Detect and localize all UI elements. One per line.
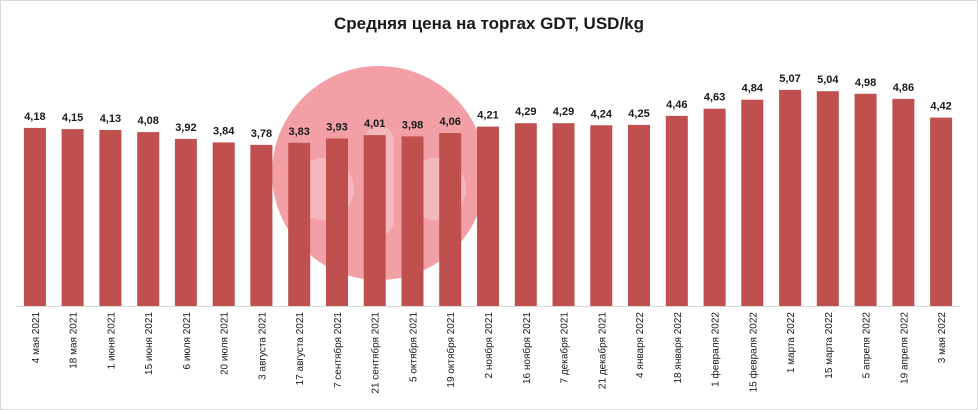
- bar-20: [741, 99, 764, 306]
- bar-12: [439, 133, 462, 306]
- bar-14: [514, 123, 537, 306]
- data-label-15: 4,29: [553, 106, 574, 118]
- x-tick-label-23: 5 апреля 2022: [862, 312, 873, 379]
- data-label-2: 4,15: [62, 112, 83, 124]
- data-label-16: 4,24: [591, 108, 613, 120]
- bar-5: [174, 138, 197, 306]
- bar-21: [779, 89, 802, 307]
- bar-17: [628, 124, 650, 307]
- x-tick-label-25: 3 мая 2022: [937, 312, 948, 364]
- x-tick-label-2: 18 мая 2021: [69, 312, 80, 369]
- x-tick-label-9: 7 сентября 2021: [332, 312, 344, 388]
- bar-13: [477, 126, 499, 306]
- data-label-9: 3,93: [326, 122, 347, 134]
- data-label-11: 3,98: [402, 119, 423, 131]
- x-tick-label-7: 3 августа 2021: [257, 312, 268, 380]
- bar-2: [61, 129, 84, 306]
- bar-8: [288, 142, 311, 306]
- x-tick-label-16: 21 декабря 2021: [596, 312, 608, 390]
- bar-1: [23, 127, 46, 307]
- x-tick-label-21: 1 марта 2022: [786, 312, 797, 374]
- x-tick-label-22: 15 марта 2022: [824, 312, 835, 379]
- data-label-10: 4,01: [364, 118, 385, 130]
- x-tick-label-13: 2 ноября 2021: [483, 312, 495, 379]
- x-tick-label-5: 6 июля 2021: [182, 312, 193, 370]
- data-label-14: 4,29: [515, 106, 536, 118]
- data-label-23: 4,98: [855, 77, 876, 89]
- x-tick-label-18: 18 января 2022: [673, 312, 684, 384]
- bar-18: [665, 115, 688, 307]
- bar-15: [552, 123, 575, 306]
- bar-25: [930, 117, 953, 306]
- bar-6: [212, 142, 235, 306]
- x-tick-label-24: 19 апреля 2022: [899, 312, 910, 384]
- bar-16: [590, 125, 613, 306]
- data-label-17: 4,25: [628, 108, 649, 120]
- x-tick-label-4: 15 июня 2021: [144, 312, 155, 375]
- bar-22: [816, 91, 839, 306]
- data-label-25: 4,42: [930, 101, 951, 113]
- data-label-7: 3,78: [251, 128, 272, 140]
- x-tick-label-8: 17 августа 2021: [295, 312, 306, 386]
- data-label-6: 3,84: [213, 125, 235, 137]
- x-tick-label-19: 1 февраля 2022: [710, 312, 722, 387]
- bar-7: [250, 144, 273, 306]
- data-label-18: 4,46: [666, 99, 687, 111]
- bar-24: [892, 98, 915, 307]
- data-label-13: 4,21: [477, 110, 498, 122]
- bar-10: [363, 135, 386, 306]
- x-tick-label-17: 4 января 2022: [635, 312, 646, 378]
- data-label-8: 3,83: [288, 126, 309, 138]
- data-label-20: 4,84: [742, 83, 764, 95]
- data-label-12: 4,06: [439, 116, 460, 128]
- data-label-24: 4,86: [893, 82, 914, 94]
- bar-3: [99, 130, 122, 306]
- data-label-5: 3,92: [175, 122, 196, 134]
- data-label-21: 5,07: [779, 73, 800, 85]
- data-label-22: 5,04: [817, 74, 839, 86]
- x-tick-label-10: 21 сентября 2021: [370, 312, 382, 394]
- x-tick-label-1: 4 мая 2021: [31, 312, 42, 364]
- x-tick-label-20: 15 февраля 2022: [747, 312, 759, 393]
- bar-11: [401, 136, 424, 306]
- data-label-3: 4,13: [100, 113, 121, 125]
- bar-19: [703, 108, 726, 306]
- bar-23: [854, 93, 877, 306]
- data-label-1: 4,18: [24, 111, 45, 123]
- chart-title: Средняя цена на торгах GDT, USD/kg: [333, 14, 645, 33]
- x-tick-label-14: 16 ноября 2021: [521, 312, 533, 384]
- bar-4: [137, 132, 160, 306]
- x-tick-label-3: 1 июня 2021: [106, 312, 117, 370]
- x-tick-label-12: 19 октября 2021: [445, 312, 457, 388]
- bar-9: [326, 138, 348, 306]
- x-tick-label-15: 7 декабря 2021: [559, 312, 571, 384]
- x-tick-label-6: 20 июля 2021: [220, 312, 231, 375]
- data-label-4: 4,08: [137, 115, 158, 127]
- data-label-19: 4,63: [704, 92, 725, 104]
- x-tick-label-11: 5 октября 2021: [408, 312, 420, 382]
